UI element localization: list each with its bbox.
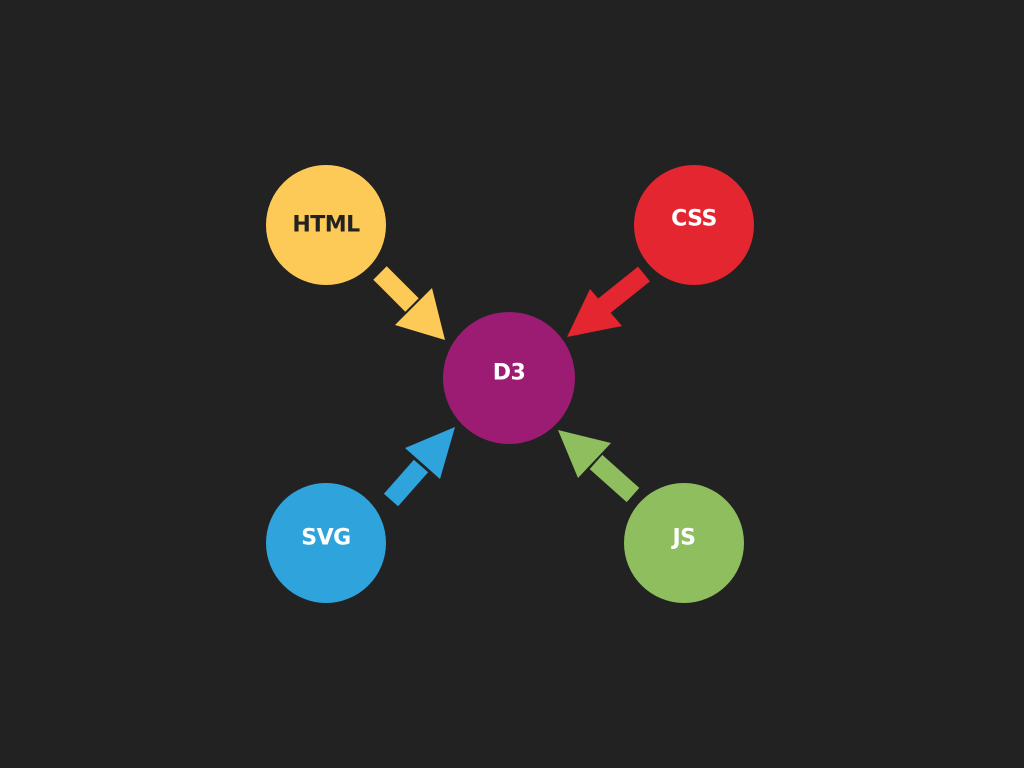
arrow-css-to-d3 [567, 266, 650, 337]
node-css-label: CSS [671, 207, 717, 232]
node-svg: SVG [266, 483, 386, 603]
arrow-html-to-d3 [373, 266, 445, 340]
node-d3-label: D3 [493, 361, 526, 386]
node-d3: D3 [443, 312, 575, 444]
node-js: JS [624, 483, 744, 603]
node-js-label: JS [670, 526, 695, 551]
node-svg-label: SVG [301, 526, 350, 551]
node-css: CSS [634, 165, 754, 285]
node-html: HTML [266, 165, 386, 285]
node-html-label: HTML [292, 213, 360, 238]
arrow-svg-to-d3 [383, 427, 455, 507]
arrow-js-to-d3 [558, 430, 640, 503]
